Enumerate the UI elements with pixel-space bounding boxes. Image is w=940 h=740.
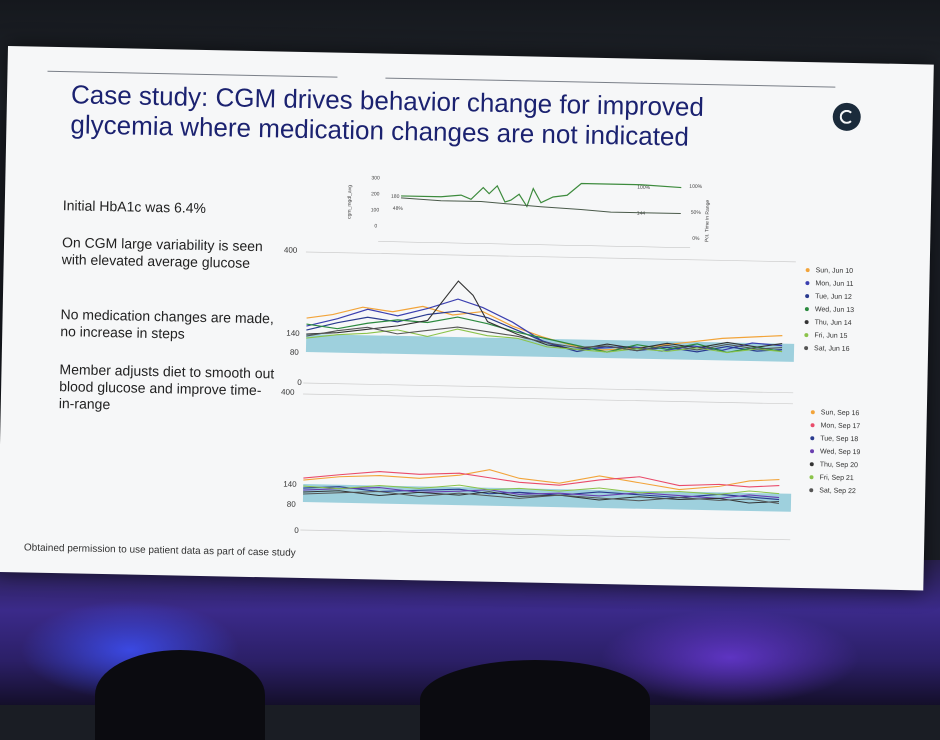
september-legend-sun: Sun, Sep 16 (810, 406, 862, 420)
june-line-sat (306, 326, 783, 352)
june-line-wed (306, 316, 783, 354)
legend-label: Mon, Jun 11 (815, 280, 854, 289)
june-legend: Sun, Jun 10 Mon, Jun 11 Tue, Jun 12 Wed,… (804, 264, 855, 356)
audience-head-left (95, 650, 265, 740)
summary-tick-100: 100 (371, 207, 380, 213)
audience-head-right (420, 660, 650, 740)
june-legend-mon: Mon, Jun 11 (805, 277, 854, 291)
june-glucose-chart: 400 140 80 0 Sun, Jun 10 Mon, Jun 11 Tue… (281, 246, 854, 398)
legend-dot (804, 307, 809, 312)
summary-left-axis-title: cgm_mgdl_avg (347, 185, 354, 219)
summary-annotation-144: 144 (637, 211, 646, 217)
presentation-slide: Case study: CGM drives behavior change f… (0, 46, 934, 591)
june-plot-svg (303, 251, 796, 394)
legend-label: Sun, Jun 10 (815, 267, 854, 276)
legend-dot (810, 410, 815, 415)
september-target-range-band (302, 484, 792, 512)
september-legend-fri: Fri, Sep 21 (809, 471, 860, 485)
summary-tick-50pct: 50% (691, 210, 702, 216)
june-gridline-400 (305, 251, 796, 263)
summary-annotation-48pct: 48% (393, 206, 404, 212)
june-legend-tue: Tue, Jun 12 (805, 290, 854, 304)
june-legend-wed: Wed, Jun 13 (804, 303, 855, 317)
summary-tick-200: 200 (371, 191, 380, 197)
legend-dot (804, 346, 809, 351)
june-line-sun (306, 305, 783, 351)
summary-tick-0: 0 (374, 223, 377, 229)
legend-label: Thu, Sep 20 (819, 461, 858, 470)
legend-label: Fri, Sep 21 (819, 474, 854, 483)
bullet-medication: No medication changes are made, no incre… (60, 306, 274, 342)
permission-footnote: Obtained permission to use patient data … (23, 542, 296, 559)
legend-dot (805, 268, 810, 273)
legend-label: Mon, Sep 17 (820, 422, 861, 431)
september-legend-sat: Sat, Sep 22 (809, 484, 860, 498)
legend-dot (809, 462, 814, 467)
june-gridline-0 (303, 382, 794, 394)
september-line-fri (303, 484, 780, 495)
legend-dot (810, 423, 815, 428)
legend-dot (810, 436, 815, 441)
june-line-fri (306, 328, 783, 354)
september-line-wed (303, 486, 780, 499)
summary-annotation-100pct: 100% (637, 185, 650, 191)
september-legend: Sun, Sep 16 Mon, Sep 17 Tue, Sep 18 Wed,… (809, 406, 861, 498)
september-gridline-400 (303, 393, 793, 405)
legend-dot (805, 294, 810, 299)
summary-x-axis (378, 241, 691, 248)
legend-dot (805, 281, 810, 286)
september-legend-thu: Thu, Sep 20 (809, 458, 861, 472)
june-legend-thu: Thu, Jun 14 (804, 316, 853, 330)
summary-tick-300: 300 (371, 175, 380, 181)
legend-dot (809, 449, 815, 454)
company-logo (832, 102, 862, 132)
summary-right-axis-title: Pct. Time in Range (704, 200, 711, 243)
legend-label: Wed, Jun 13 (814, 306, 855, 315)
june-legend-sun: Sun, Jun 10 (805, 264, 855, 278)
summary-average-glucose-line (400, 197, 681, 215)
summary-mini-chart: cgm_mgdl_avg Pct. Time in Range 300 200 … (340, 171, 721, 253)
september-legend-tue: Tue, Sep 18 (810, 432, 861, 446)
summary-tick-0pct: 0% (692, 236, 700, 242)
summary-tick-100pct: 100% (689, 184, 702, 190)
september-line-mon (303, 470, 780, 488)
summary-time-in-range-line (401, 182, 682, 208)
summary-annotation-180: 180 (391, 194, 400, 200)
summary-chart-svg: cgm_mgdl_avg Pct. Time in Range 300 200 … (347, 175, 711, 248)
june-legend-sat: Sat, Jun 16 (804, 342, 853, 356)
september-legend-mon: Mon, Sep 17 (810, 419, 861, 433)
september-plot-svg (300, 393, 793, 541)
legend-label: Wed, Sep 19 (819, 448, 861, 457)
slide-title: Case study: CGM drives behavior change f… (70, 79, 705, 152)
legend-label: Tue, Sep 18 (820, 435, 859, 444)
september-line-thu (303, 490, 780, 504)
legend-dot (804, 320, 809, 325)
legend-label: Sun, Sep 16 (820, 409, 860, 418)
title-rule-left (47, 70, 338, 78)
june-target-range-band (305, 334, 795, 362)
legend-label: Fri, Jun 15 (814, 332, 848, 340)
june-legend-fri: Fri, Jun 15 (804, 329, 853, 343)
september-line-sun (303, 469, 780, 491)
legend-label: Tue, Jun 12 (815, 293, 852, 301)
september-gridline-0 (300, 529, 791, 541)
legend-dot (809, 475, 814, 480)
bullet-variability: On CGM large variability is seen with el… (61, 234, 263, 271)
september-legend-wed: Wed, Sep 19 (809, 445, 861, 459)
bullet-diet: Member adjusts diet to smooth out blood … (58, 361, 275, 413)
legend-label: Thu, Jun 14 (814, 319, 852, 327)
legend-dot (809, 488, 814, 493)
bullet-hba1c: Initial HbA1c was 6.4% (62, 197, 207, 217)
september-glucose-chart: 400 140 80 0 Sun, Sep 16 Mon, Sep 17 Tue… (278, 388, 860, 541)
september-line-sat (303, 491, 780, 505)
legend-label: Sat, Sep 22 (819, 487, 856, 496)
legend-dot (804, 333, 809, 338)
legend-label: Sat, Jun 16 (814, 345, 850, 353)
